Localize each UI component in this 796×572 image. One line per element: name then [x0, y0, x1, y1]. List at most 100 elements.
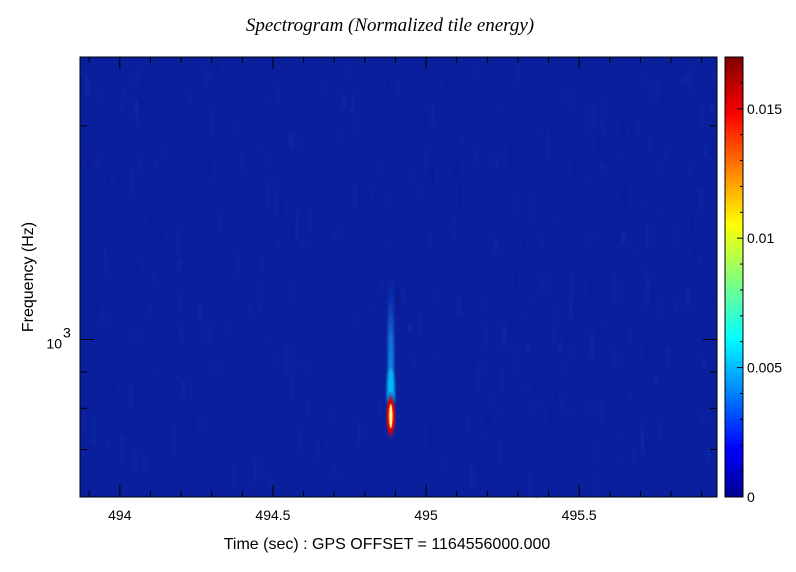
noise-streak — [153, 269, 156, 286]
noise-streak — [418, 185, 420, 198]
noise-streak — [445, 70, 449, 96]
noise-streak — [222, 65, 224, 73]
noise-streak — [329, 404, 331, 426]
noise-streak — [335, 224, 338, 241]
noise-streak — [259, 292, 261, 314]
noise-streak — [666, 348, 670, 369]
noise-streak — [216, 66, 218, 76]
noise-streak — [207, 160, 210, 177]
noise-streak — [387, 190, 390, 212]
noise-streak — [196, 331, 198, 338]
noise-streak — [569, 295, 572, 319]
noise-streak — [487, 391, 490, 416]
noise-streak — [378, 398, 380, 421]
x-axis-label: Time (sec) : GPS OFFSET = 1164556000.000 — [224, 536, 551, 553]
noise-streak — [150, 77, 152, 88]
noise-streak — [557, 305, 560, 329]
noise-streak — [439, 60, 442, 76]
noise-streak — [181, 379, 185, 398]
noise-streak — [285, 345, 288, 373]
noise-streak — [624, 186, 628, 211]
noise-streak — [123, 85, 125, 113]
noise-streak — [130, 130, 133, 143]
noise-streak — [501, 370, 504, 394]
noise-streak — [408, 323, 411, 332]
noise-streak — [541, 201, 545, 227]
noise-streak — [502, 87, 505, 104]
noise-streak — [480, 297, 484, 313]
noise-streak — [375, 189, 377, 209]
noise-streak — [514, 190, 516, 215]
noise-streak — [425, 402, 428, 419]
noise-streak — [167, 108, 170, 124]
noise-streak — [173, 323, 175, 334]
noise-streak — [558, 341, 562, 353]
noise-streak — [446, 457, 450, 476]
noise-streak — [133, 448, 137, 472]
noise-streak — [436, 231, 440, 258]
noise-streak — [138, 154, 141, 174]
noise-streak — [622, 124, 625, 137]
noise-streak — [475, 145, 477, 165]
noise-streak — [309, 203, 311, 232]
noise-streak — [340, 104, 344, 117]
noise-streak — [333, 68, 335, 90]
noise-streak — [499, 437, 502, 464]
noise-streak — [327, 149, 330, 177]
noise-streak — [388, 221, 390, 242]
noise-streak — [645, 365, 648, 372]
noise-streak — [512, 358, 515, 373]
noise-streak — [655, 81, 658, 103]
noise-streak — [423, 111, 426, 131]
noise-streak — [488, 176, 492, 204]
heatmap-noise — [82, 59, 716, 499]
noise-streak — [434, 284, 436, 305]
noise-streak — [198, 420, 202, 428]
noise-streak — [445, 222, 448, 237]
noise-streak — [351, 93, 355, 113]
noise-streak — [614, 346, 617, 368]
noise-streak — [652, 284, 655, 307]
noise-streak — [494, 237, 498, 253]
noise-streak — [646, 277, 649, 302]
noise-streak — [676, 225, 679, 248]
noise-streak — [379, 161, 382, 175]
noise-streak — [641, 70, 643, 93]
noise-streak — [119, 173, 121, 193]
noise-streak — [428, 420, 432, 447]
noise-streak — [387, 80, 390, 91]
noise-streak — [317, 440, 320, 460]
chirp-core — [389, 404, 393, 429]
noise-streak — [606, 98, 609, 123]
noise-streak — [300, 228, 304, 239]
noise-streak — [453, 217, 455, 243]
noise-streak — [532, 195, 536, 221]
noise-streak — [210, 107, 213, 135]
noise-streak — [183, 380, 185, 405]
noise-streak — [590, 130, 592, 139]
noise-streak — [115, 179, 117, 186]
noise-streak — [460, 325, 463, 344]
noise-streak — [143, 253, 145, 275]
noise-streak — [439, 344, 442, 357]
noise-streak — [434, 170, 437, 184]
noise-streak — [707, 446, 710, 463]
noise-streak — [124, 69, 127, 85]
noise-streak — [93, 112, 96, 131]
noise-streak — [628, 325, 631, 346]
noise-streak — [508, 428, 510, 455]
noise-streak — [290, 133, 293, 150]
noise-streak — [457, 298, 460, 316]
noise-streak — [460, 101, 463, 109]
noise-streak — [477, 342, 480, 358]
noise-streak — [451, 143, 454, 168]
noise-streak — [228, 271, 231, 294]
noise-streak — [484, 323, 487, 347]
noise-streak — [125, 412, 127, 433]
noise-streak — [211, 388, 214, 413]
noise-streak — [156, 318, 159, 327]
noise-streak — [474, 64, 476, 93]
noise-streak — [176, 229, 179, 253]
noise-streak — [633, 244, 635, 259]
x-axis-ticks: 494 494.5 495 495.5 — [88, 57, 703, 523]
